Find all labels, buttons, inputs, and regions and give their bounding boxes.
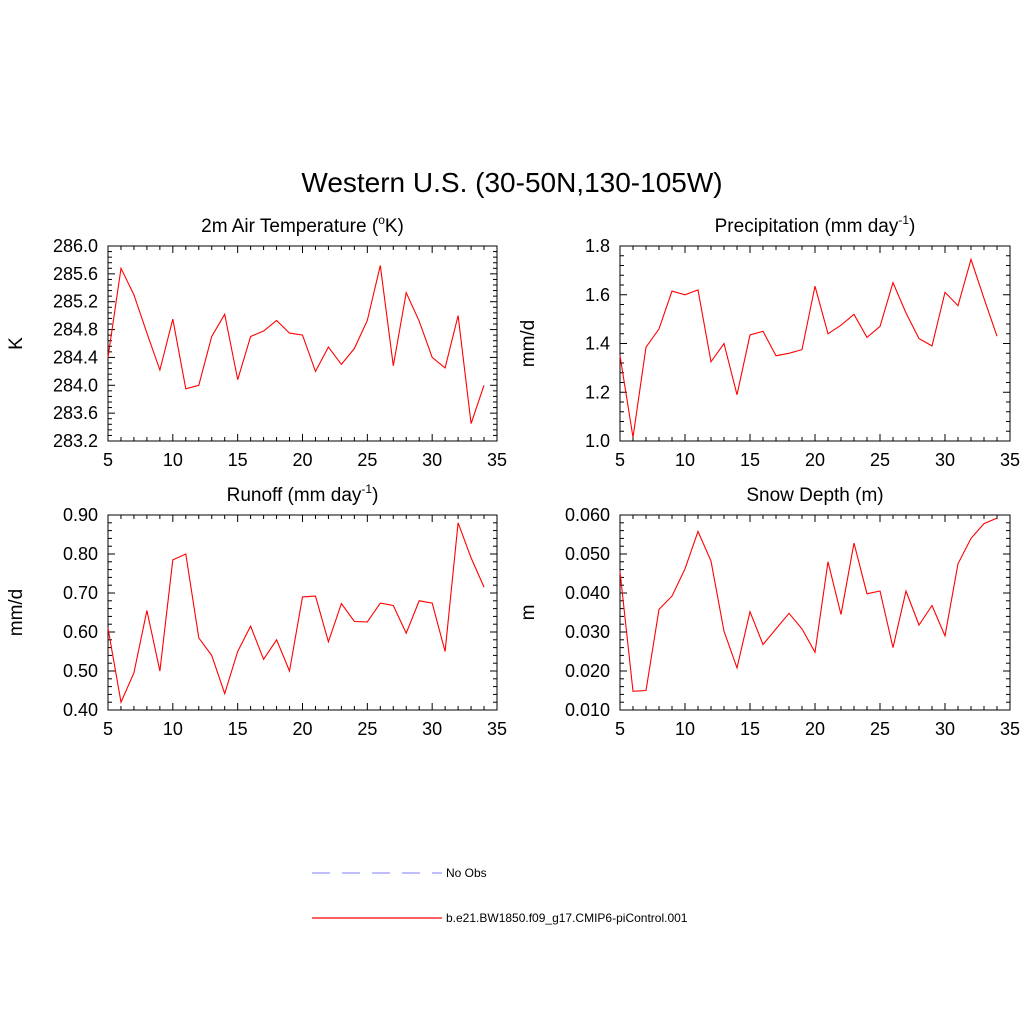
legend-label-no-obs: No Obs bbox=[446, 866, 487, 880]
panel-air-temp: 5 10 15 20 25 30 35 283.2 283.6 284.0 284.4 284.8 28… bbox=[6, 213, 507, 470]
x-tick-label: 5 bbox=[103, 719, 113, 739]
series-line bbox=[107, 265, 485, 424]
legend-label-model: b.e21.BW1850.f09_g17.CMIP6-piControl.001 bbox=[446, 911, 688, 925]
panel-title: Precipitation (mm day-1) bbox=[715, 213, 916, 237]
y-tick-label: 0.80 bbox=[63, 544, 98, 564]
y-tick-label: 284.8 bbox=[53, 320, 98, 340]
x-tick-label: 10 bbox=[163, 450, 183, 470]
y-tick-label: 284.0 bbox=[53, 375, 98, 395]
x-tick-label: 20 bbox=[292, 450, 312, 470]
series-line bbox=[107, 522, 485, 705]
legend: No Obs b.e21.BW1850.f09_g17.CMIP6-piCont… bbox=[312, 866, 688, 925]
x-tick-label: 10 bbox=[163, 719, 183, 739]
y-tick-label: 285.6 bbox=[53, 264, 98, 284]
y-tick-label: 0.40 bbox=[63, 700, 98, 720]
x-tick-label: 35 bbox=[487, 450, 507, 470]
y-tick-label: 0.90 bbox=[63, 505, 98, 525]
x-tick-label: 35 bbox=[1000, 719, 1020, 739]
panels: 5 10 15 20 25 30 35 283.2 283.6 284.0 284.4 284.8 28… bbox=[6, 213, 1020, 739]
y-axis-label: mm/d bbox=[6, 589, 27, 637]
x-tick-label: 5 bbox=[615, 450, 625, 470]
y-tick-label: 283.2 bbox=[53, 431, 98, 451]
x-tick-label: 15 bbox=[228, 450, 248, 470]
y-tick-label: 0.060 bbox=[565, 505, 610, 525]
y-tick-label: 1.8 bbox=[585, 236, 610, 256]
panel-snow-depth: 5 10 15 20 25 30 35 0.010 0.020 0.030 0.040 0.050 0.… bbox=[518, 485, 1020, 739]
x-tick-label: 25 bbox=[357, 450, 377, 470]
x-tick-label: 30 bbox=[422, 719, 442, 739]
x-tick-label: 25 bbox=[870, 719, 890, 739]
y-tick-label: 283.6 bbox=[53, 403, 98, 423]
x-tick-label: 15 bbox=[228, 719, 248, 739]
y-tick-label: 286.0 bbox=[53, 236, 98, 256]
panel-title: Snow Depth (m) bbox=[746, 485, 883, 506]
y-axis-label: mm/d bbox=[518, 320, 539, 368]
series-line bbox=[619, 517, 998, 692]
x-tick-label: 15 bbox=[740, 719, 760, 739]
y-axis-label: K bbox=[6, 337, 27, 350]
plot-frame bbox=[619, 514, 1011, 711]
y-tick-label: 0.030 bbox=[565, 622, 610, 642]
x-tick-label: 15 bbox=[740, 450, 760, 470]
x-tick-label: 20 bbox=[805, 450, 825, 470]
y-tick-label: 284.4 bbox=[53, 347, 98, 367]
x-tick-label: 35 bbox=[1000, 450, 1020, 470]
x-tick-label: 20 bbox=[292, 719, 312, 739]
y-tick-label: 285.2 bbox=[53, 292, 98, 312]
y-axis-label: m bbox=[518, 605, 539, 621]
y-tick-label: 1.2 bbox=[585, 382, 610, 402]
x-tick-label: 5 bbox=[103, 450, 113, 470]
y-tick-label: 1.6 bbox=[585, 285, 610, 305]
x-tick-label: 5 bbox=[615, 719, 625, 739]
figure-title: Western U.S. (30-50N,130-105W) bbox=[301, 167, 722, 198]
y-tick-label: 0.010 bbox=[565, 700, 610, 720]
x-tick-label: 20 bbox=[805, 719, 825, 739]
y-tick-label: 0.70 bbox=[63, 583, 98, 603]
y-tick-label: 1.0 bbox=[585, 431, 610, 451]
y-tick-label: 1.4 bbox=[585, 334, 610, 354]
panel-runoff: 5 10 15 20 25 30 35 0.40 0.50 0.60 0.70 0.80 0.90 Run… bbox=[6, 482, 507, 739]
panel-precip: 5 10 15 20 25 30 35 1.0 1.2 1.4 1.6 1.8 Precipitatio… bbox=[518, 213, 1020, 470]
x-tick-label: 30 bbox=[935, 719, 955, 739]
x-tick-label: 25 bbox=[870, 450, 890, 470]
y-tick-label: 0.020 bbox=[565, 661, 610, 681]
panel-title: Runoff (mm day-1) bbox=[227, 482, 379, 506]
series-line bbox=[619, 257, 998, 438]
x-tick-label: 10 bbox=[675, 719, 695, 739]
x-tick-label: 30 bbox=[422, 450, 442, 470]
x-tick-label: 35 bbox=[487, 719, 507, 739]
x-tick-label: 10 bbox=[675, 450, 695, 470]
x-tick-label: 25 bbox=[357, 719, 377, 739]
x-tick-label: 30 bbox=[935, 450, 955, 470]
y-tick-label: 0.050 bbox=[565, 544, 610, 564]
y-tick-label: 0.50 bbox=[63, 661, 98, 681]
panel-title: 2m Air Temperature (oK) bbox=[201, 213, 404, 237]
y-tick-label: 0.040 bbox=[565, 583, 610, 603]
y-tick-label: 0.60 bbox=[63, 622, 98, 642]
plot-frame bbox=[619, 245, 1011, 442]
